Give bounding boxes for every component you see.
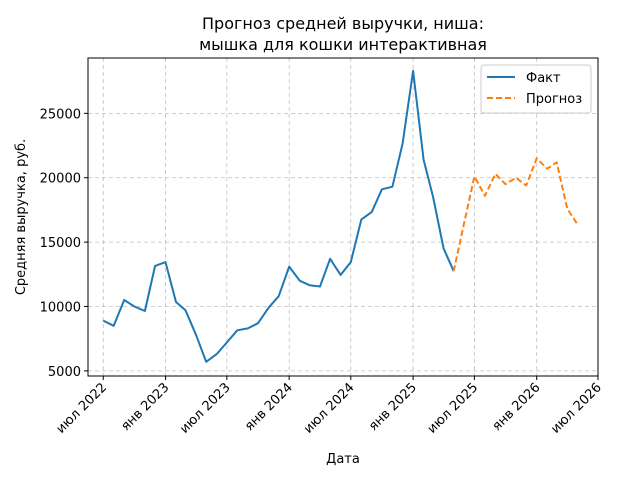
plot-frame (87, 57, 599, 377)
chart-title-line-2: мышка для кошки интерактивная (199, 35, 487, 54)
x-tick-label: янв 2026 (490, 380, 544, 434)
x-tick-label: июл 2026 (548, 380, 605, 437)
legend: Факт Прогноз (480, 64, 592, 114)
x-tick-label: янв 2025 (366, 380, 420, 434)
series-layer (102, 69, 579, 363)
legend-label-fact: Факт (526, 71, 561, 86)
chart-title-line-1: Прогноз средней выручки, ниша: (202, 14, 484, 33)
series-line-fact (102, 69, 455, 363)
y-axis-label: Средняя выручка, руб. (14, 139, 29, 295)
y-tick-label: 10000 (40, 300, 81, 315)
ticks: 5000 10000 15000 20000 25000 июл 2022 янв 2023… (40, 107, 605, 436)
series-line-forecast (452, 157, 579, 272)
x-tick-label: янв 2024 (242, 380, 296, 434)
y-tick-label: 5000 (48, 365, 81, 380)
x-axis-label: Дата (326, 452, 360, 467)
x-tick-label: июл 2022 (54, 380, 111, 437)
y-tick-label: 25000 (40, 107, 81, 122)
y-tick-label: 15000 (40, 236, 81, 251)
legend-label-forecast: Прогноз (526, 92, 582, 107)
x-tick-label: июл 2025 (425, 380, 482, 437)
x-tick-label: июл 2023 (177, 380, 234, 437)
y-tick-label: 20000 (40, 172, 81, 187)
x-tick-label: янв 2023 (118, 380, 172, 434)
x-tick-label: июл 2024 (301, 380, 358, 437)
